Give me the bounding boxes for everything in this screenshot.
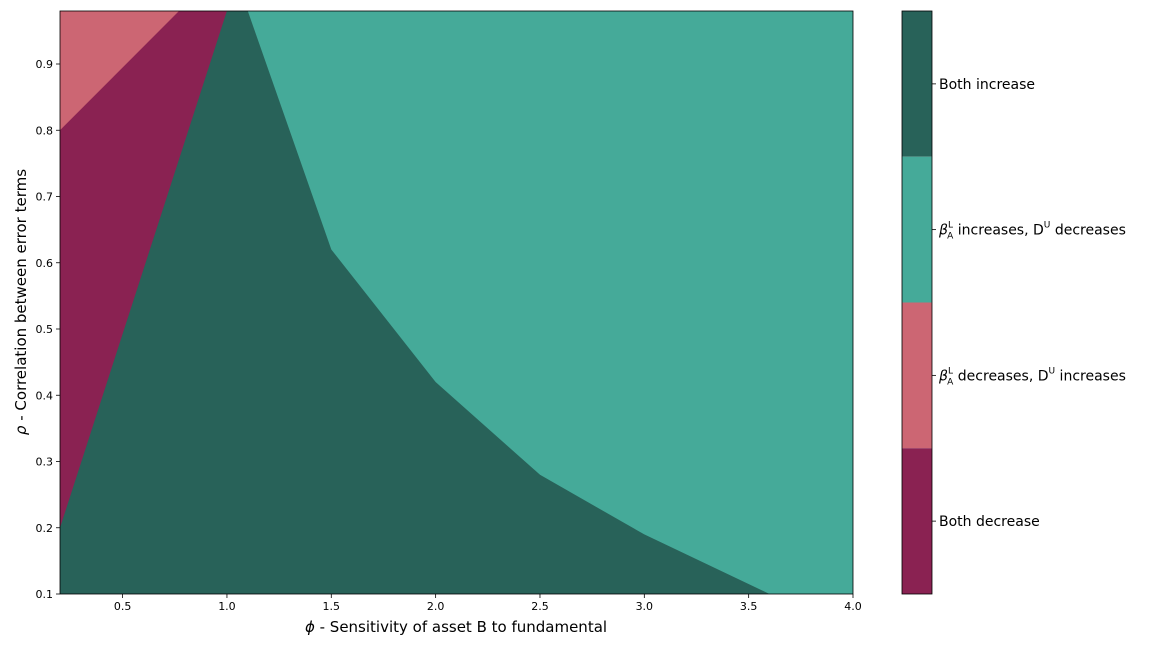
y-tick-label: 0.3 <box>36 456 54 469</box>
x-tick-label: 2.0 <box>427 600 445 613</box>
colorbar-label: βL A decreases, DU increases <box>938 366 1126 387</box>
colorbar-segment <box>902 302 932 449</box>
y-tick-label: 0.7 <box>36 191 54 204</box>
axes: 0.5 1.0 1.5 2.0 2.5 3.0 3.5 4.0 0.1 0.2 0.3 0.4 0.5 0… <box>36 58 862 613</box>
region-beta-decreases-d-increases <box>60 11 179 131</box>
colorbar-label: Both increase <box>939 77 1035 93</box>
colorbar-segment <box>902 11 932 157</box>
y-tick-label: 0.4 <box>36 389 54 402</box>
x-tick-label: 4.0 <box>844 600 862 613</box>
plot-frame <box>59 10 854 595</box>
y-tick-label: 0.9 <box>36 58 54 71</box>
region-both-decrease <box>60 11 227 594</box>
x-axis-label: ϕ - Sensitivity of asset B to fundamenta… <box>305 618 607 636</box>
colorbar-segment <box>902 156 932 303</box>
colorbar-frame <box>901 10 933 595</box>
y-tick-label: 0.8 <box>36 124 54 137</box>
y-axis-label: ρ - Correlation between error terms <box>12 169 30 435</box>
region-beta-increases-d-decreases <box>247 11 854 594</box>
y-tick-label: 0.5 <box>36 323 54 336</box>
x-tick-label: 0.5 <box>114 600 132 613</box>
heatmap-plot-area <box>59 10 854 595</box>
y-tick-label: 0.2 <box>36 522 54 535</box>
colorbar-segment <box>902 448 932 594</box>
colorbar-label: Both decrease <box>939 514 1040 530</box>
y-tick-label: 0.6 <box>36 257 54 270</box>
colorbar-label: βL A increases, DU decreases <box>938 221 1126 242</box>
y-tick-label: 0.1 <box>36 588 54 601</box>
x-tick-label: 3.5 <box>740 600 758 613</box>
x-tick-label: 2.5 <box>531 600 549 613</box>
x-tick-label: 1.5 <box>323 600 341 613</box>
colorbar: Both increase βL A increases, DU decreases… <box>901 10 1126 595</box>
x-tick-label: 1.0 <box>218 600 236 613</box>
x-tick-label: 3.0 <box>636 600 654 613</box>
